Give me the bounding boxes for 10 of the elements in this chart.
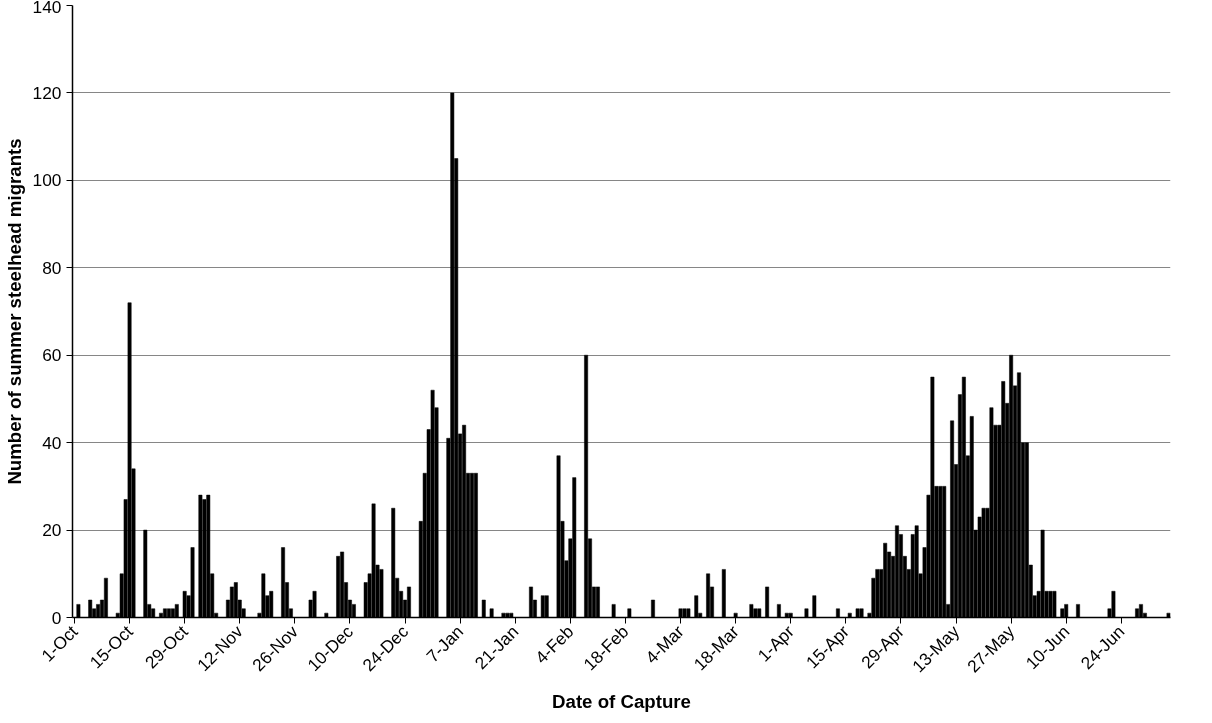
x-axis-title: Date of Capture xyxy=(552,691,691,713)
y-tick-label: 40 xyxy=(42,432,62,453)
y-tick-label: 100 xyxy=(32,170,62,191)
y-axis-title: Number of summer steelhead migrants xyxy=(3,138,25,485)
y-tick-label: 140 xyxy=(32,0,62,17)
y-tick-label: 120 xyxy=(32,82,62,103)
y-tick-label: 20 xyxy=(42,520,62,541)
y-tick-label: 80 xyxy=(42,257,62,278)
y-tick-label: 60 xyxy=(42,345,62,366)
y-tick-label: 0 xyxy=(51,607,62,628)
